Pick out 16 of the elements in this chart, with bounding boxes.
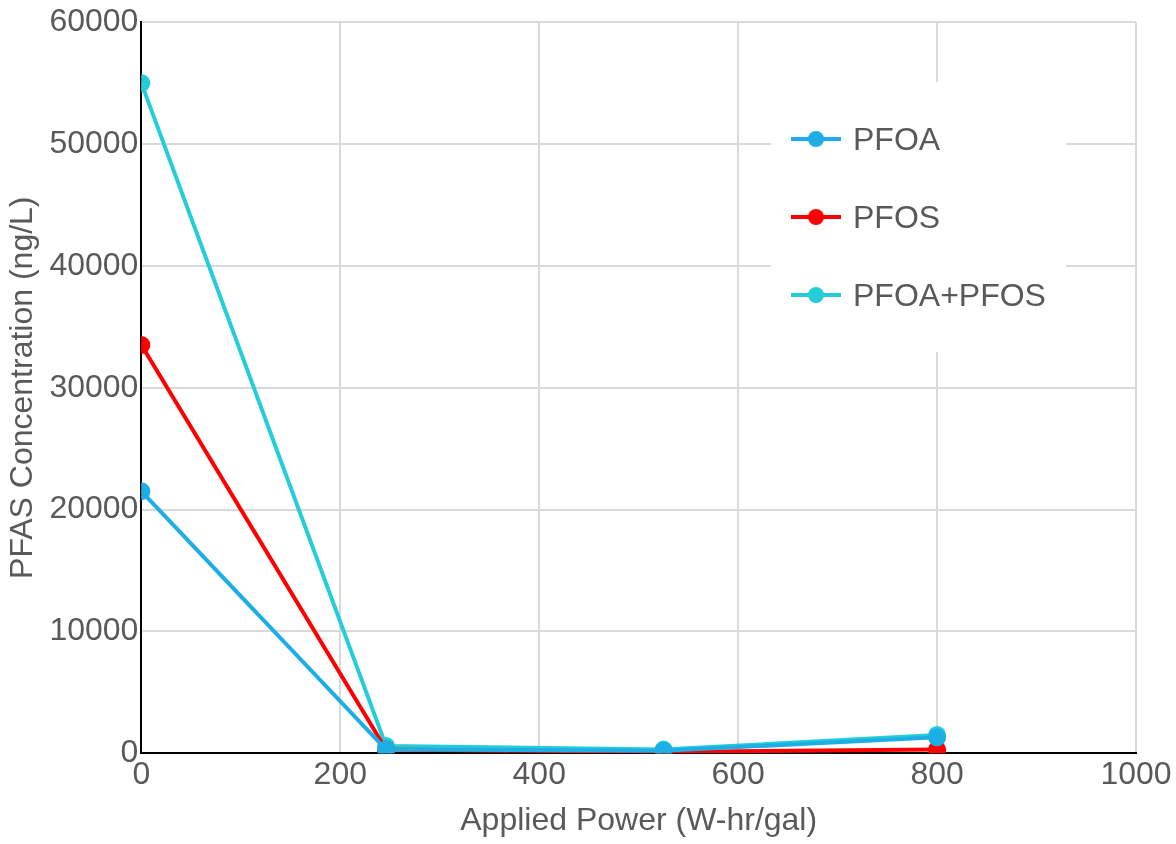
x-tick-label: 600 — [711, 755, 765, 792]
x-axis-title: Applied Power (W-hr/gal) — [460, 800, 818, 837]
legend-label: PFOA — [853, 120, 941, 158]
y-tick-label: 50000 — [49, 123, 139, 160]
x-tick-label: 800 — [910, 755, 964, 792]
x-tick-label: 200 — [313, 755, 367, 792]
y-tick-label: 60000 — [49, 2, 139, 39]
y-axis-title: PFAS Concentration (ng/L) — [3, 196, 40, 579]
legend-label: PFOS — [853, 198, 941, 236]
y-tick-label: 10000 — [49, 611, 139, 648]
x-tick-label: 400 — [512, 755, 566, 792]
y-tick-label: 30000 — [49, 367, 139, 404]
y-tick-label: 40000 — [49, 245, 139, 282]
y-tick-label: 20000 — [49, 489, 139, 526]
legend-label: PFOA+PFOS — [853, 276, 1046, 314]
x-tick-label: 1000 — [1100, 755, 1172, 792]
